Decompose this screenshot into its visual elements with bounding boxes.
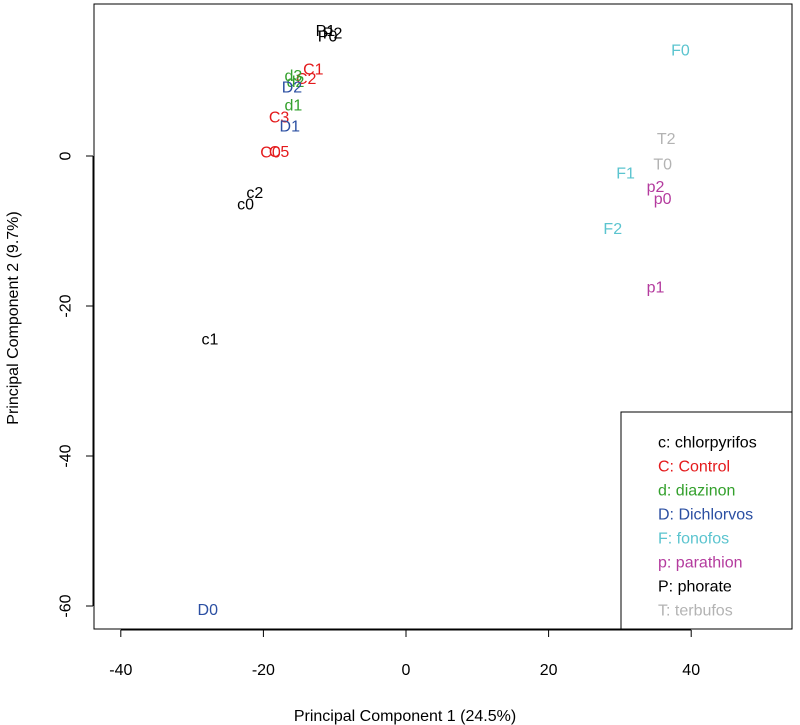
point-D1: D1 xyxy=(280,118,301,135)
legend-item-D: D: Dichlorvos xyxy=(658,507,753,524)
point-F2: F2 xyxy=(603,221,622,238)
legend: c: chlorpyrifos C: Control d: diazinon D: D… xyxy=(620,411,793,630)
point-c2: c2 xyxy=(246,185,263,202)
x-tick-label: -20 xyxy=(252,662,275,679)
plot-frame xyxy=(93,3,793,630)
y-tick-label: -20 xyxy=(58,294,75,317)
point-P0: P0 xyxy=(318,28,338,45)
point-F1: F1 xyxy=(616,166,635,183)
legend-item-c: c: chlorpyrifos xyxy=(658,435,757,452)
y-axis-title: Principal Component 2 (9.7%) xyxy=(5,211,22,424)
point-p0: p0 xyxy=(654,191,672,208)
x-axis: -40 -20 0 20 40 xyxy=(109,629,700,679)
legend-item-T: T: terbufos xyxy=(658,603,733,620)
legend-item-C: C: Control xyxy=(658,459,730,476)
x-tick-label: 0 xyxy=(402,662,411,679)
point-P2: P2 xyxy=(323,25,343,42)
point-p1: p1 xyxy=(647,280,665,297)
point-C5: C5 xyxy=(269,144,290,161)
legend-item-d: d: diazinon xyxy=(658,483,735,500)
point-D2: D2 xyxy=(282,79,303,96)
point-T2: T2 xyxy=(657,131,676,148)
point-C0: C0 xyxy=(260,145,281,162)
point-c0: c0 xyxy=(237,196,254,213)
point-p2: p2 xyxy=(647,179,665,196)
x-tick-label: 20 xyxy=(540,662,558,679)
point-T0: T0 xyxy=(653,157,672,174)
x-tick-label: -40 xyxy=(109,662,132,679)
point-C2: C2 xyxy=(296,71,317,88)
legend-item-p: p: parathion xyxy=(658,555,743,572)
x-tick-label: 40 xyxy=(682,662,700,679)
point-d3: d3 xyxy=(284,68,302,85)
y-axis: -60 -40 -20 0 xyxy=(58,151,94,618)
point-d1: d1 xyxy=(284,97,302,114)
y-tick-label: -40 xyxy=(58,444,75,467)
point-d2: d2 xyxy=(287,74,305,91)
point-C1: C1 xyxy=(303,61,324,78)
point-P1: P1 xyxy=(316,23,336,40)
x-axis-title: Principal Component 1 (24.5%) xyxy=(294,708,516,725)
point-F0: F0 xyxy=(671,43,690,60)
point-C3: C3 xyxy=(269,109,290,126)
y-tick-label: 0 xyxy=(58,151,75,160)
legend-box xyxy=(620,411,793,630)
y-tick-label: -60 xyxy=(58,594,75,617)
legend-item-P: P: phorate xyxy=(658,579,732,596)
point-c1: c1 xyxy=(201,331,218,348)
legend-item-F: F: fonofos xyxy=(658,531,729,548)
point-D0: D0 xyxy=(198,602,219,619)
